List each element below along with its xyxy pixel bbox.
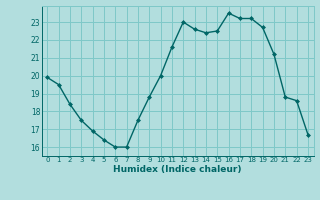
X-axis label: Humidex (Indice chaleur): Humidex (Indice chaleur) xyxy=(113,165,242,174)
